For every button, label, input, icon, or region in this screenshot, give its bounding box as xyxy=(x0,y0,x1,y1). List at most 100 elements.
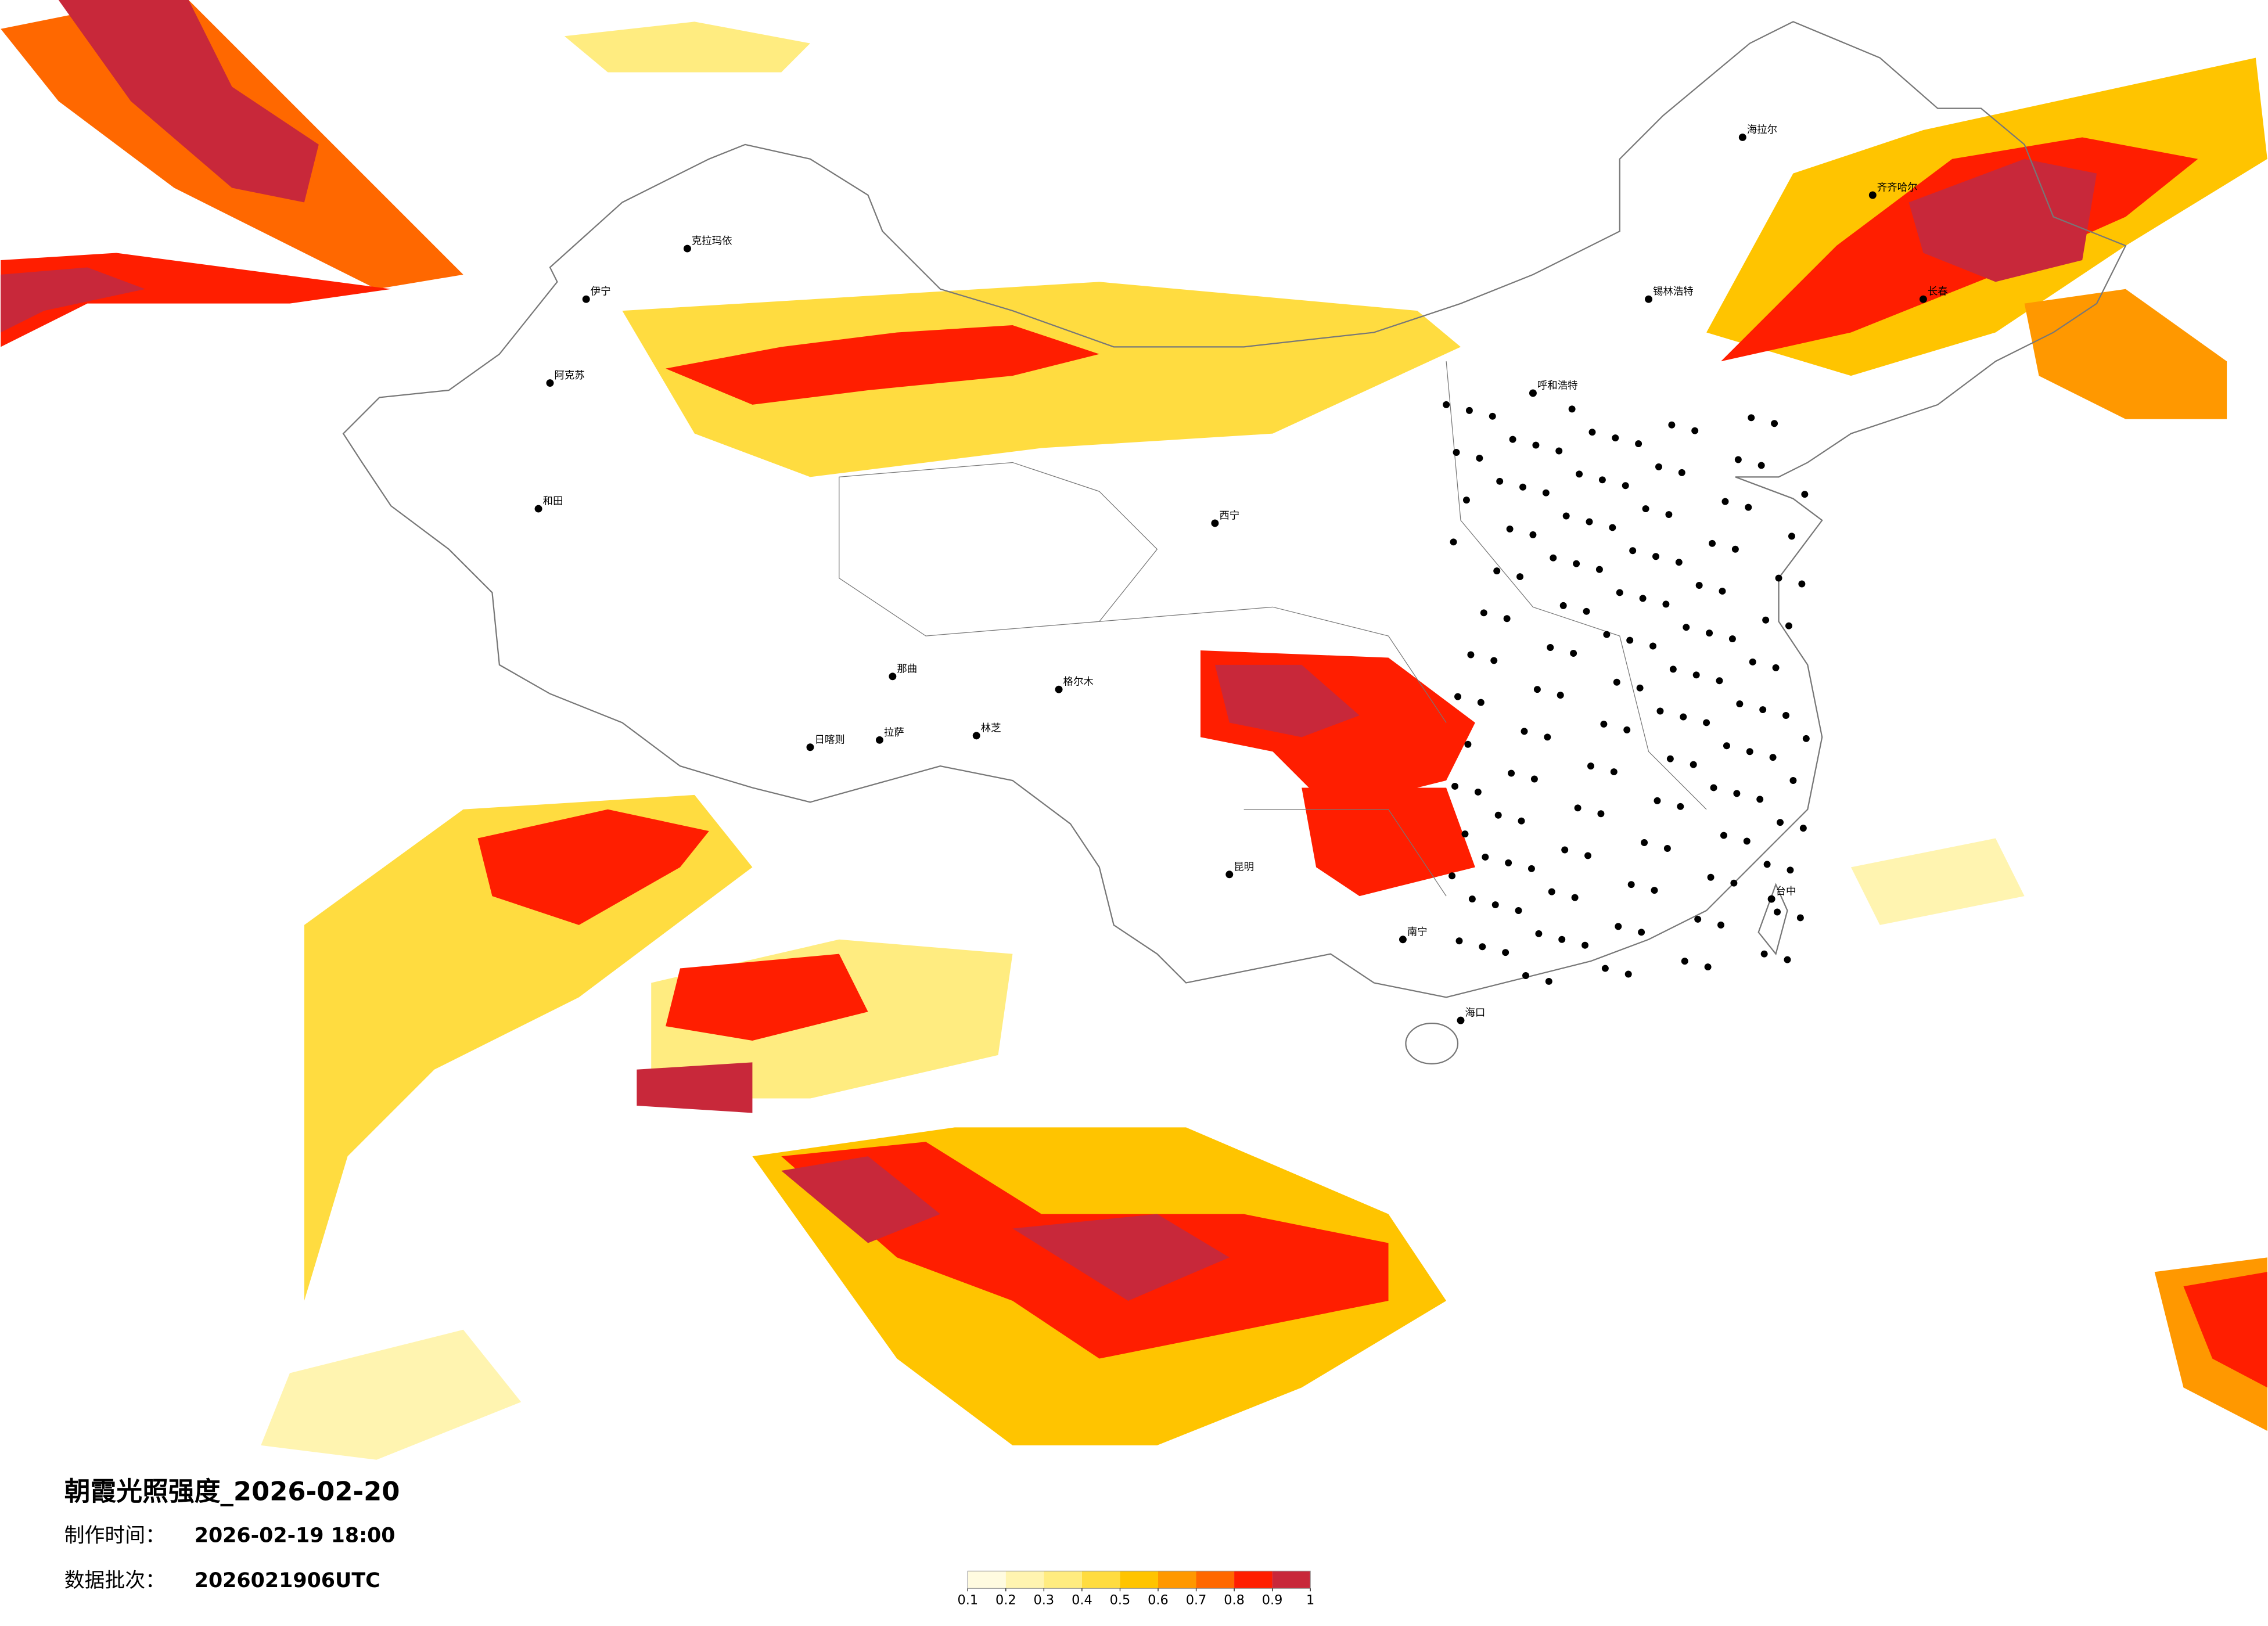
city-dot xyxy=(1461,830,1469,838)
city-dot xyxy=(1675,559,1683,566)
city-dot xyxy=(1694,915,1702,923)
city-label: 锡林浩特 xyxy=(1653,286,1694,298)
legend-tick-label: 0.5 xyxy=(1110,1593,1131,1608)
city-dot xyxy=(1559,602,1567,609)
field-area xyxy=(666,954,868,1041)
city-label: 呼和浩特 xyxy=(1537,380,1578,392)
city-dot xyxy=(1586,518,1593,526)
city-dot xyxy=(1515,907,1522,914)
city-dot xyxy=(1719,587,1726,595)
field-area xyxy=(304,794,753,1301)
city-label: 拉萨 xyxy=(884,727,904,739)
city-dot xyxy=(1571,894,1579,901)
city-dot xyxy=(1690,761,1697,768)
city-dot xyxy=(1503,615,1511,623)
city-dot xyxy=(1568,405,1576,413)
country-border xyxy=(342,21,2127,998)
city-dot xyxy=(1482,853,1489,861)
city-label: 海口 xyxy=(1465,1008,1485,1019)
city-dot xyxy=(1582,941,1589,949)
city-dot xyxy=(1533,686,1541,693)
city-dot xyxy=(1649,642,1656,650)
city-dot xyxy=(1455,937,1463,945)
city-dot xyxy=(1796,914,1804,922)
city-dot xyxy=(1656,707,1664,715)
city-dot xyxy=(1465,406,1473,414)
city-dot xyxy=(1678,469,1685,476)
city-label: 那曲 xyxy=(897,663,917,675)
city-dot xyxy=(1709,539,1716,547)
city-dot xyxy=(1692,671,1700,679)
city-label: 南宁 xyxy=(1407,926,1428,938)
city-label: 台中 xyxy=(1776,886,1796,898)
city-dot xyxy=(1454,693,1461,700)
city-dot xyxy=(1508,769,1515,777)
legend-swatch xyxy=(1196,1571,1235,1589)
city-dot xyxy=(1496,477,1504,485)
legend-swatch xyxy=(1005,1571,1044,1589)
city-dot xyxy=(1749,658,1756,665)
city-dot xyxy=(1629,547,1637,555)
city-dot xyxy=(1573,560,1580,567)
city-dot xyxy=(1868,191,1877,199)
city-dot xyxy=(1681,958,1688,965)
city-dot xyxy=(1490,657,1498,664)
city-dot xyxy=(1055,685,1063,693)
city-dot xyxy=(1624,970,1632,978)
city-dot xyxy=(1789,777,1797,784)
city-dot xyxy=(1595,566,1603,573)
city-dot xyxy=(1532,441,1540,449)
city-label: 和田 xyxy=(543,496,563,508)
city-label: 海拉尔 xyxy=(1747,124,1777,136)
city-dot xyxy=(1723,742,1730,750)
city-dot xyxy=(1638,929,1645,936)
city-label: 长春 xyxy=(1928,286,1948,298)
city-dot xyxy=(1600,720,1608,728)
field-area xyxy=(261,1329,522,1460)
legend-tick-label: 0.8 xyxy=(1224,1593,1245,1608)
city-dot xyxy=(1801,491,1809,498)
legend-tick-label: 1 xyxy=(1306,1593,1314,1608)
city-dot xyxy=(1542,489,1550,497)
city-dot xyxy=(1703,719,1710,726)
city-dot xyxy=(683,244,691,253)
city-dot xyxy=(1453,449,1460,456)
city-dot xyxy=(1665,511,1673,519)
city-dot xyxy=(1464,740,1472,748)
city-dot xyxy=(1529,389,1537,397)
city-label: 林芝 xyxy=(981,722,1001,734)
city-dot xyxy=(1663,845,1671,852)
city-dot xyxy=(1717,921,1724,929)
city-dot xyxy=(1467,651,1475,659)
city-dot xyxy=(1494,811,1502,819)
field-area xyxy=(1302,787,1475,897)
city-dot xyxy=(1652,553,1659,560)
legend-tick-label: 0.3 xyxy=(1034,1593,1055,1608)
borders xyxy=(342,21,2127,1064)
city-dot xyxy=(806,743,814,751)
city-dot xyxy=(1704,963,1712,971)
city-dot xyxy=(972,732,980,740)
city-dot xyxy=(1480,609,1487,617)
city-dot xyxy=(1468,895,1476,903)
city-dot xyxy=(1651,887,1658,894)
city-dot xyxy=(1919,295,1927,303)
city-dot xyxy=(1743,837,1751,845)
city-dot xyxy=(1785,622,1792,629)
city-dot xyxy=(1771,420,1778,427)
field-area xyxy=(622,282,1461,477)
province-border xyxy=(839,361,1707,897)
city-dot xyxy=(1798,580,1806,588)
city-dot xyxy=(1477,699,1485,706)
city-dot xyxy=(1462,497,1470,504)
field-area xyxy=(2024,289,2227,419)
city-dot xyxy=(1457,1016,1465,1024)
city-dot xyxy=(1493,567,1501,575)
field-area xyxy=(1,267,146,333)
city-dot xyxy=(1476,455,1483,462)
city-dot xyxy=(875,736,883,744)
city-dot xyxy=(1588,429,1596,436)
